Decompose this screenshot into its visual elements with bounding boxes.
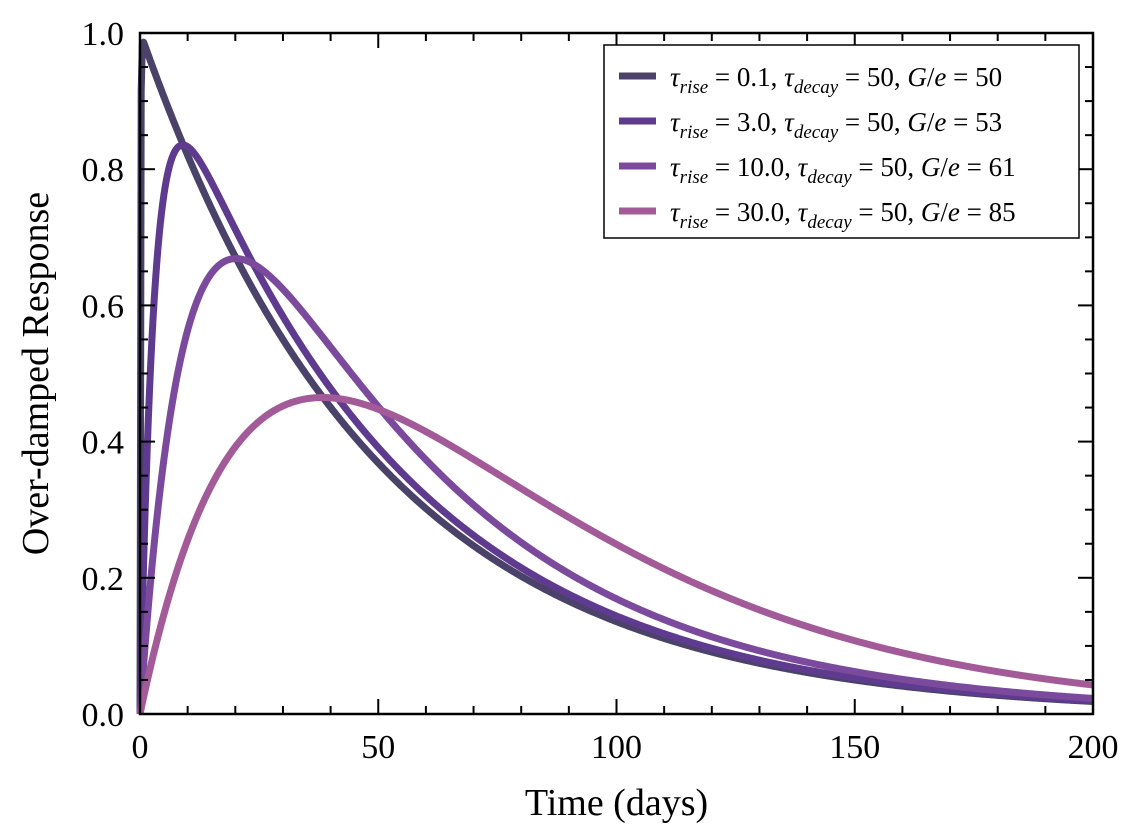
series-line-2: [136, 141, 1096, 715]
legend-entry: τrise = 0.1, τdecay = 50, G/e = 50: [619, 62, 1002, 98]
y-tick-label: 0.6: [82, 288, 125, 325]
x-tick-label: 100: [591, 729, 642, 766]
legend-entry: τrise = 3.0, τdecay = 50, G/e = 53: [619, 107, 1002, 143]
x-tick-label: 50: [361, 729, 395, 766]
legend-entry: τrise = 10.0, τdecay = 50, G/e = 61: [619, 152, 1016, 188]
y-axis-label: Over-damped Response: [15, 192, 57, 555]
y-tick-label: 1.0: [82, 16, 125, 53]
y-tick-label: 0.4: [82, 425, 125, 462]
legend-label: τrise = 3.0, τdecay = 50, G/e = 53: [670, 107, 1002, 143]
x-tick-label: 0: [132, 729, 149, 766]
legend: τrise = 0.1, τdecay = 50, G/e = 50 τrise …: [603, 44, 1080, 239]
legend-box: [603, 44, 1080, 239]
tick-labels: 0 50 100 150 200 0.0 0.2 0.4 0.6 0.8 1.0: [82, 16, 1119, 766]
legend-entry: τrise = 30.0, τdecay = 50, G/e = 85: [619, 197, 1016, 233]
x-axis-label: Time (days): [525, 782, 708, 824]
series-lines: [136, 38, 1096, 715]
y-tick-label: 0.8: [82, 152, 125, 189]
x-tick-label: 200: [1068, 729, 1119, 766]
legend-label: τrise = 10.0, τdecay = 50, G/e = 61: [670, 152, 1016, 188]
x-tick-label: 150: [829, 729, 880, 766]
y-tick-label: 0.2: [82, 561, 125, 598]
legend-label: τrise = 0.1, τdecay = 50, G/e = 50: [670, 62, 1002, 98]
legend-label: τrise = 30.0, τdecay = 50, G/e = 85: [670, 197, 1016, 233]
axis-ticks: [139, 32, 1094, 715]
series-line-3: [136, 255, 1096, 715]
series-line-4: [136, 394, 1096, 715]
y-tick-label: 0.0: [82, 697, 125, 734]
